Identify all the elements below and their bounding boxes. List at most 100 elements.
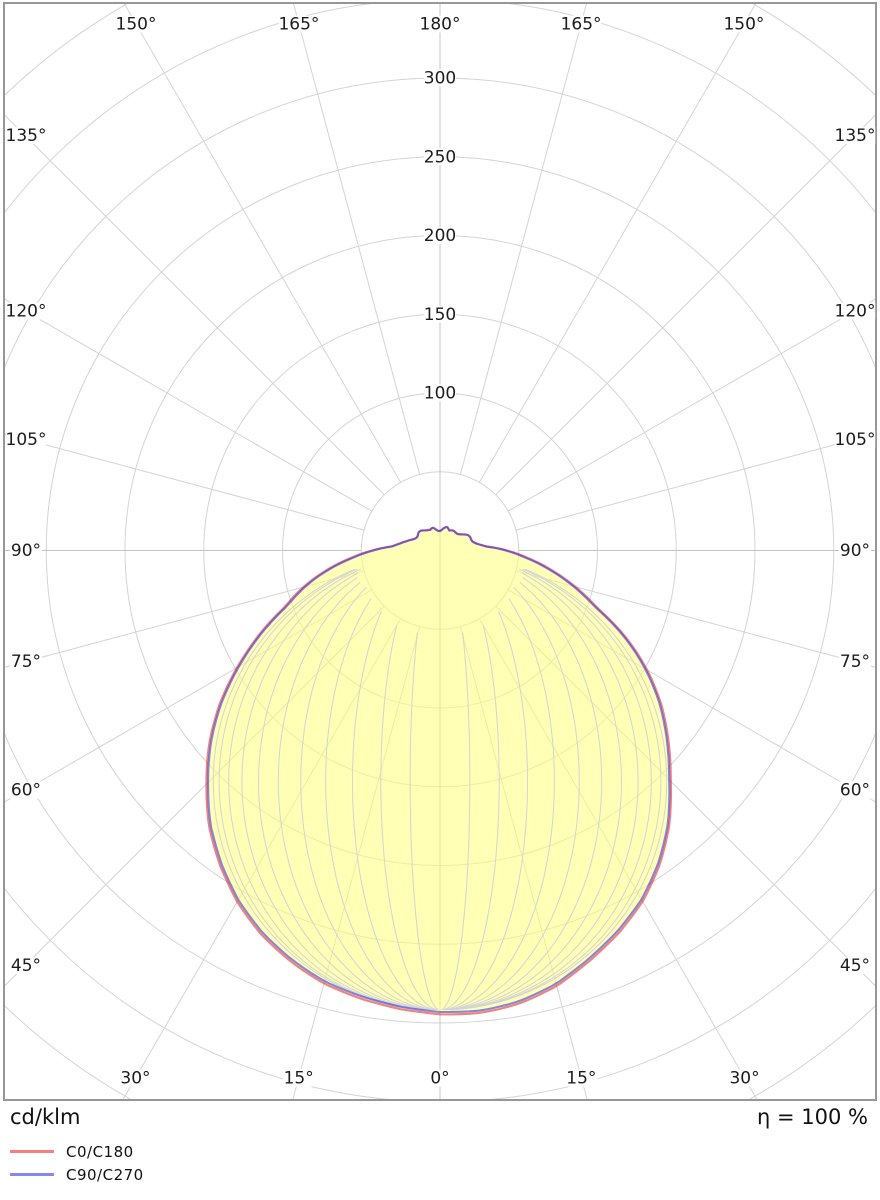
meridian-line (228, 568, 429, 1011)
radial-tick-label: 100 (424, 384, 456, 404)
meridian-line (441, 632, 471, 1011)
angle-label-bg (5, 302, 47, 320)
angle-label: 0° (430, 1069, 449, 1089)
angle-label-bg (115, 15, 157, 33)
c90-c270-curve (207, 526, 671, 1014)
meridian-line (277, 581, 432, 1011)
angle-label: 165° (278, 15, 319, 35)
meridian-line (444, 611, 528, 1011)
angle-label-bg (10, 957, 42, 974)
c0-c180-swatch-icon (10, 1150, 54, 1153)
angle-label-bg (278, 15, 320, 33)
radial-tick-label: 250 (424, 147, 456, 167)
angle-label-bg (839, 957, 871, 974)
radial-tick-label-bg (424, 227, 456, 244)
light-output-ratio-label: η = 100 % (757, 1105, 868, 1129)
polar-grid-radial-line (507, 298, 875, 512)
meridian-line (451, 568, 668, 1011)
meridian-line (241, 572, 430, 1011)
polar-grid-radial-line (515, 433, 875, 531)
angle-label: 30° (120, 1069, 150, 1089)
legend-label-c0: C0/C180 (66, 1142, 134, 1161)
legend: C0/C180 C90/C270 (10, 1140, 144, 1186)
meridian-line (352, 611, 436, 1011)
radial-tick-label-bg (424, 69, 456, 87)
angle-label: 105° (835, 430, 876, 450)
meridian-line (447, 586, 580, 1011)
legend-label-c90: C90/C270 (66, 1165, 144, 1184)
polar-grid-radial-line (293, 4, 421, 475)
angle-label-bg (419, 15, 461, 33)
photometric-solid-fill-c0 (206, 527, 671, 1015)
angle-label-bg (839, 542, 871, 559)
polar-grid-radial-line (5, 605, 385, 987)
angle-label-bg (834, 302, 876, 320)
angle-label-bg (428, 1069, 452, 1087)
radial-tick-label-bg (424, 148, 456, 166)
polar-grid-radial-line (459, 626, 588, 1099)
polar-grid-radial-line (5, 298, 373, 512)
radial-tick-label: 200 (424, 226, 456, 246)
angle-label: 45° (11, 956, 41, 976)
angle-label: 90° (11, 541, 41, 561)
angle-label-bg (560, 15, 602, 33)
radial-unit-label: cd/klm (10, 1105, 81, 1129)
meridian-line (380, 625, 438, 1011)
angle-label: 60° (840, 781, 870, 801)
c90-c270-swatch-icon (10, 1173, 54, 1176)
angle-label: 15° (284, 1069, 314, 1089)
angle-label: 150° (723, 15, 764, 35)
angle-label-bg (834, 430, 876, 448)
angle-label-bg (282, 1069, 315, 1087)
angle-label: 150° (116, 15, 157, 35)
radial-tick-label-bg (424, 305, 456, 323)
meridian-line (212, 568, 429, 1011)
angle-label-bg (119, 1069, 152, 1087)
angle-label: 105° (6, 430, 47, 450)
meridian-line (450, 572, 639, 1011)
angle-label: 30° (729, 1069, 759, 1089)
angle-label-bg (839, 781, 871, 799)
meridian-line (218, 568, 429, 1011)
angle-label-bg (10, 542, 42, 559)
polar-grid-radial-line (478, 618, 758, 1099)
angle-label-bg (834, 127, 876, 144)
angle-label: 165° (561, 15, 602, 35)
angle-label-bg (839, 653, 871, 671)
polar-grid-radial-line (5, 589, 373, 803)
polar-grid-radial-line (459, 4, 587, 475)
polar-grid-radial-line (495, 114, 875, 496)
angle-label: 60° (11, 781, 41, 801)
meridian-line (451, 568, 652, 1011)
angle-label: 75° (11, 652, 41, 672)
polar-grid-radial-line (292, 626, 421, 1099)
angle-label-bg (728, 1069, 761, 1087)
radial-tick-label: 150 (424, 305, 456, 325)
polar-grid-radial-line (123, 4, 402, 483)
angle-label: 135° (6, 126, 47, 146)
meridian-line (325, 598, 435, 1011)
polar-grid-radial-line (5, 433, 365, 531)
angle-label: 120° (6, 301, 47, 321)
legend-item-c0: C0/C180 (10, 1140, 144, 1163)
angle-label-bg (723, 15, 765, 33)
angle-label: 90° (840, 541, 870, 561)
angle-label: 75° (840, 652, 870, 672)
meridian-line (445, 598, 555, 1011)
angle-label-bg (5, 127, 47, 144)
polar-grid-radial-line (495, 605, 875, 987)
angle-label: 15° (566, 1069, 596, 1089)
polar-grid-radial-line (478, 4, 757, 483)
photometric-solid-fill-c90 (208, 527, 670, 1012)
meridian-line (451, 568, 662, 1011)
angle-label: 135° (835, 126, 876, 146)
angle-label-bg (565, 1069, 598, 1087)
radial-tick-label: 300 (424, 69, 456, 89)
polar-grid-radial-line (5, 114, 385, 496)
meridian-line (449, 576, 623, 1011)
angle-label: 45° (840, 956, 870, 976)
angle-label: 120° (835, 301, 876, 321)
